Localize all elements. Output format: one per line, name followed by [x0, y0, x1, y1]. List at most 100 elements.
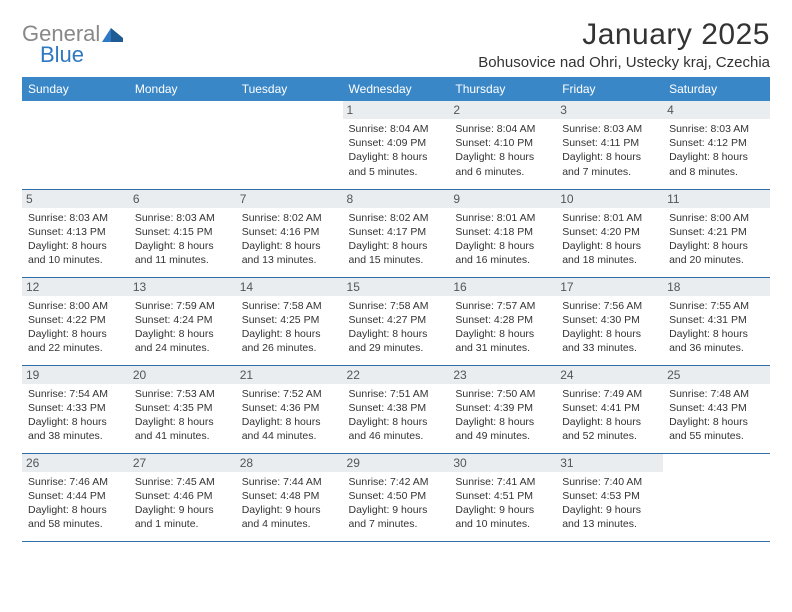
page-header: GeneralBlue January 2025 Bohusovice nad … [22, 18, 770, 71]
info-sunset: Sunset: 4:35 PM [135, 401, 230, 415]
info-day2: and 31 minutes. [455, 341, 550, 355]
day-info: Sunrise: 7:46 AMSunset: 4:44 PMDaylight:… [28, 475, 123, 532]
calendar-cell: 2Sunrise: 8:04 AMSunset: 4:10 PMDaylight… [449, 101, 556, 189]
calendar-week-row: 19Sunrise: 7:54 AMSunset: 4:33 PMDayligh… [22, 365, 770, 453]
info-day2: and 44 minutes. [242, 429, 337, 443]
info-sunset: Sunset: 4:48 PM [242, 489, 337, 503]
day-number: 12 [22, 278, 129, 296]
day-number: 8 [343, 190, 450, 208]
day-info: Sunrise: 7:42 AMSunset: 4:50 PMDaylight:… [349, 475, 444, 532]
day-info: Sunrise: 8:03 AMSunset: 4:12 PMDaylight:… [669, 122, 764, 179]
calendar-cell: 12 Sunrise: 8:00 AMSunset: 4:22 PMDayligh… [22, 277, 129, 365]
day-number: 23 [449, 366, 556, 384]
calendar-cell: 20Sunrise: 7:53 AMSunset: 4:35 PMDayligh… [129, 365, 236, 453]
day-number: 30 [449, 454, 556, 472]
day-info: Sunrise: 7:56 AMSunset: 4:30 PMDaylight:… [562, 299, 657, 356]
day-info: Sunrise: 8:00 AMSunset: 4:22 PMDaylight:… [28, 299, 123, 356]
info-day2: and 13 minutes. [242, 253, 337, 267]
day-number: 6 [129, 190, 236, 208]
info-sunrise: Sunrise: 7:42 AM [349, 475, 444, 489]
info-sunrise: Sunrise: 7:46 AM [28, 475, 123, 489]
info-day2: and 15 minutes. [349, 253, 444, 267]
info-day1: Daylight: 8 hours [669, 327, 764, 341]
info-sunset: Sunset: 4:36 PM [242, 401, 337, 415]
calendar-cell: 31Sunrise: 7:40 AMSunset: 4:53 PMDayligh… [556, 453, 663, 541]
calendar-cell [663, 453, 770, 541]
day-header: Saturday [663, 77, 770, 101]
info-sunrise: Sunrise: 7:50 AM [455, 387, 550, 401]
day-number: 5 [22, 190, 129, 208]
info-day1: Daylight: 8 hours [28, 415, 123, 429]
info-sunset: Sunset: 4:15 PM [135, 225, 230, 239]
calendar-cell [129, 101, 236, 189]
info-day2: and 6 minutes. [455, 165, 550, 179]
calendar-table: Sunday Monday Tuesday Wednesday Thursday… [22, 77, 770, 542]
info-day1: Daylight: 8 hours [562, 327, 657, 341]
info-sunset: Sunset: 4:28 PM [455, 313, 550, 327]
day-number: 7 [236, 190, 343, 208]
day-number: 16 [449, 278, 556, 296]
info-sunrise: Sunrise: 7:44 AM [242, 475, 337, 489]
info-sunset: Sunset: 4:44 PM [28, 489, 123, 503]
day-info: Sunrise: 7:54 AMSunset: 4:33 PMDaylight:… [28, 387, 123, 444]
info-sunset: Sunset: 4:10 PM [455, 136, 550, 150]
day-number: 10 [556, 190, 663, 208]
info-sunset: Sunset: 4:09 PM [349, 136, 444, 150]
info-day1: Daylight: 8 hours [349, 239, 444, 253]
day-header: Wednesday [343, 77, 450, 101]
day-header: Friday [556, 77, 663, 101]
calendar-cell: 29Sunrise: 7:42 AMSunset: 4:50 PMDayligh… [343, 453, 450, 541]
day-info: Sunrise: 7:58 AMSunset: 4:27 PMDaylight:… [349, 299, 444, 356]
info-sunrise: Sunrise: 8:01 AM [455, 211, 550, 225]
info-day1: Daylight: 8 hours [28, 503, 123, 517]
info-sunset: Sunset: 4:20 PM [562, 225, 657, 239]
calendar-cell: 21Sunrise: 7:52 AMSunset: 4:36 PMDayligh… [236, 365, 343, 453]
day-info: Sunrise: 7:48 AMSunset: 4:43 PMDaylight:… [669, 387, 764, 444]
day-number: 14 [236, 278, 343, 296]
calendar-week-row: 26Sunrise: 7:46 AMSunset: 4:44 PMDayligh… [22, 453, 770, 541]
info-sunrise: Sunrise: 8:04 AM [455, 122, 550, 136]
calendar-page: GeneralBlue January 2025 Bohusovice nad … [0, 0, 792, 542]
month-title: January 2025 [478, 18, 770, 52]
info-sunset: Sunset: 4:27 PM [349, 313, 444, 327]
info-sunrise: Sunrise: 7:45 AM [135, 475, 230, 489]
day-info: Sunrise: 7:49 AMSunset: 4:41 PMDaylight:… [562, 387, 657, 444]
info-sunrise: Sunrise: 7:53 AM [135, 387, 230, 401]
info-day2: and 18 minutes. [562, 253, 657, 267]
day-info: Sunrise: 8:02 AMSunset: 4:17 PMDaylight:… [349, 211, 444, 268]
day-number: 4 [663, 101, 770, 119]
day-info: Sunrise: 8:03 AMSunset: 4:15 PMDaylight:… [135, 211, 230, 268]
day-info: Sunrise: 8:04 AMSunset: 4:09 PMDaylight:… [349, 122, 444, 179]
info-sunset: Sunset: 4:24 PM [135, 313, 230, 327]
info-sunrise: Sunrise: 7:59 AM [135, 299, 230, 313]
calendar-cell: 1Sunrise: 8:04 AMSunset: 4:09 PMDaylight… [343, 101, 450, 189]
calendar-cell: 25Sunrise: 7:48 AMSunset: 4:43 PMDayligh… [663, 365, 770, 453]
day-info: Sunrise: 8:00 AMSunset: 4:21 PMDaylight:… [669, 211, 764, 268]
calendar-cell: 7Sunrise: 8:02 AMSunset: 4:16 PMDaylight… [236, 189, 343, 277]
calendar-cell: 9Sunrise: 8:01 AMSunset: 4:18 PMDaylight… [449, 189, 556, 277]
day-info: Sunrise: 8:01 AMSunset: 4:18 PMDaylight:… [455, 211, 550, 268]
info-day2: and 36 minutes. [669, 341, 764, 355]
info-day1: Daylight: 8 hours [455, 150, 550, 164]
info-sunset: Sunset: 4:41 PM [562, 401, 657, 415]
info-sunset: Sunset: 4:22 PM [28, 313, 123, 327]
info-sunrise: Sunrise: 7:58 AM [242, 299, 337, 313]
info-sunrise: Sunrise: 8:03 AM [135, 211, 230, 225]
calendar-week-row: 12 Sunrise: 8:00 AMSunset: 4:22 PMDayligh… [22, 277, 770, 365]
info-sunrise: Sunrise: 8:03 AM [28, 211, 123, 225]
info-sunrise: Sunrise: 7:52 AM [242, 387, 337, 401]
info-day2: and 7 minutes. [562, 165, 657, 179]
info-day1: Daylight: 8 hours [28, 327, 123, 341]
day-info: Sunrise: 8:04 AMSunset: 4:10 PMDaylight:… [455, 122, 550, 179]
info-day1: Daylight: 8 hours [455, 415, 550, 429]
calendar-week-row: 5Sunrise: 8:03 AMSunset: 4:13 PMDaylight… [22, 189, 770, 277]
day-number: 17 [556, 278, 663, 296]
info-sunrise: Sunrise: 8:02 AM [349, 211, 444, 225]
info-day1: Daylight: 9 hours [135, 503, 230, 517]
info-sunset: Sunset: 4:33 PM [28, 401, 123, 415]
info-day1: Daylight: 9 hours [455, 503, 550, 517]
info-day2: and 5 minutes. [349, 165, 444, 179]
info-sunset: Sunset: 4:39 PM [455, 401, 550, 415]
info-day1: Daylight: 8 hours [562, 150, 657, 164]
day-number: 20 [129, 366, 236, 384]
